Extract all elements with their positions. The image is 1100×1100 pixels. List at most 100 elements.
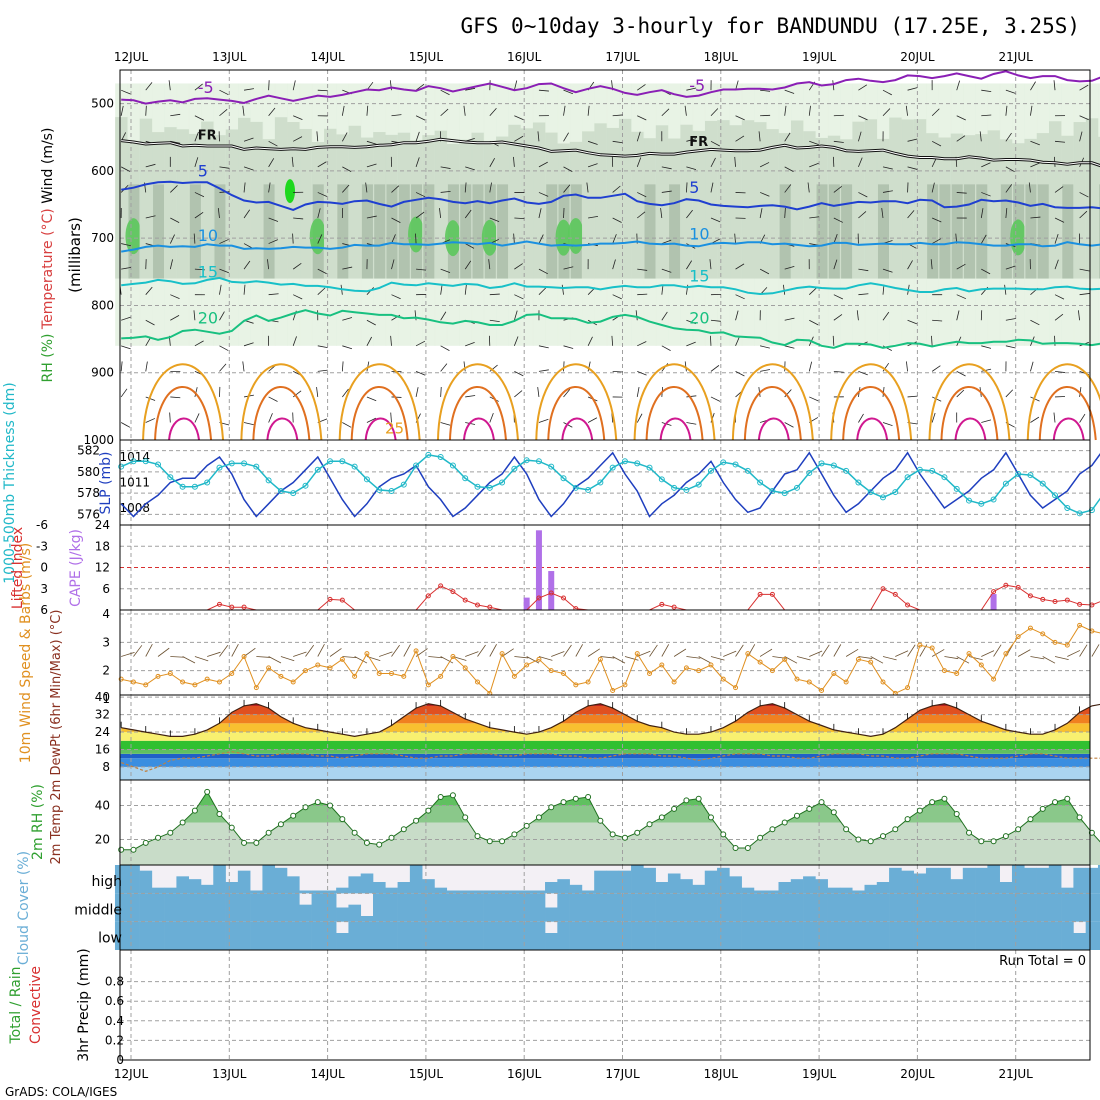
thickness-point: [646, 464, 653, 471]
cloud-cell: [299, 921, 312, 950]
temp-tick-label: 40: [95, 690, 110, 704]
cloud-cell: [594, 893, 607, 922]
wind-barb: [612, 234, 617, 244]
wind-barb: [514, 371, 524, 377]
wind-barb: [881, 208, 884, 219]
wind-barb: [464, 284, 467, 295]
wind-barb: [366, 396, 377, 402]
thickness-point: [707, 467, 714, 474]
thickness-point: [867, 489, 874, 496]
wind-barb: [809, 396, 819, 402]
rh-shade-cell: [263, 184, 275, 279]
wind-point: [511, 673, 517, 679]
wind-barb: [415, 131, 420, 142]
cloud-cell: [114, 921, 128, 950]
wind-point: [708, 662, 714, 668]
rh2m-point: [548, 804, 555, 811]
cloud-cell: [1011, 865, 1025, 894]
cross-section-ylabel: RH (%) Temperature (°C) Wind (m/s) (milli…: [40, 128, 84, 383]
wind-barb: [463, 105, 466, 116]
cloud-cell: [766, 893, 779, 922]
wind-barb: [956, 389, 965, 398]
cloud-cell: [373, 921, 386, 950]
rh-shade-cell: [741, 120, 755, 279]
isotherm-label: FR: [689, 135, 708, 150]
wind-point: [327, 665, 333, 671]
cloud-cell: [323, 921, 337, 950]
wind-barb: [660, 208, 663, 219]
li-tick-label: 0: [40, 561, 48, 575]
wind-barb: [710, 656, 725, 661]
wind-barb: [268, 217, 279, 222]
wind-barb: [882, 108, 891, 117]
wind-barb: [121, 89, 131, 95]
wind-barb: [686, 656, 701, 659]
top-date-label: 18JUL: [704, 50, 739, 64]
wind-barb: [882, 362, 890, 372]
thickness-point: [793, 484, 800, 491]
cloud-cell: [495, 890, 509, 894]
cloud-cell: [1024, 867, 1037, 894]
wind-barb: [1054, 294, 1065, 300]
li-tick-label: -6: [36, 518, 48, 532]
wind-barb: [612, 185, 621, 193]
wind-barb: [415, 211, 425, 219]
wind-barb: [514, 135, 524, 142]
wind-barb: [538, 268, 548, 275]
wind-barb: [784, 184, 792, 193]
cloud-cell: [274, 867, 288, 894]
wind-barb: [120, 422, 131, 428]
wind-barb: [882, 311, 890, 321]
wind-point: [966, 651, 972, 657]
wind-barb: [587, 105, 590, 116]
cloud-cell: [286, 921, 300, 950]
wind-point: [622, 682, 628, 688]
cloud-cell: [459, 921, 472, 950]
rh-shade-cell: [201, 121, 215, 279]
wind-barb: [342, 422, 352, 428]
wind-barb: [760, 89, 771, 92]
cloud-cell: [778, 882, 792, 894]
cloud-cell: [901, 893, 914, 922]
series-line: [120, 451, 1100, 518]
rh2m-point: [929, 799, 936, 806]
rh-shade-cell: [1037, 184, 1049, 279]
wind-barb: [256, 656, 271, 658]
wind-barb: [858, 115, 868, 121]
wind-barb: [145, 361, 148, 372]
wind-barb: [145, 286, 153, 295]
bottom-date-label: 20JUL: [900, 1067, 935, 1081]
series-line: [120, 454, 1100, 515]
wind-barb: [157, 647, 170, 657]
cloud-cell: [200, 921, 214, 950]
precip-border: [119, 949, 1091, 1061]
rh2m-tick-label: 40: [95, 799, 110, 813]
temp-bands: [120, 703, 1090, 780]
cloud-cell: [213, 893, 226, 922]
li-point: [548, 590, 554, 596]
cloud-cell: [1085, 893, 1099, 922]
wind-barb: [243, 209, 251, 219]
wind-barb: [931, 182, 935, 193]
wind-point: [438, 673, 444, 679]
wind-barb: [169, 259, 173, 270]
wind-barb: [538, 192, 549, 197]
wind-barb: [217, 208, 220, 219]
isotherm-label: 25: [385, 419, 404, 437]
wind-barb: [784, 389, 792, 398]
wind-point: [548, 668, 554, 674]
rh2m-point: [302, 804, 309, 811]
wind-barb: [858, 157, 863, 168]
wind-barb: [207, 651, 221, 657]
rh-shade-cell: [164, 127, 178, 279]
wind-barb: [932, 319, 943, 322]
wind-barb: [944, 656, 959, 660]
cloud-cell: [250, 893, 263, 922]
wind-point: [573, 682, 579, 688]
rh2m-point: [474, 833, 481, 840]
rh2m-point: [130, 846, 137, 853]
wind-barb: [243, 422, 254, 426]
rh2m-point: [523, 822, 530, 829]
wind-barb: [931, 412, 936, 423]
